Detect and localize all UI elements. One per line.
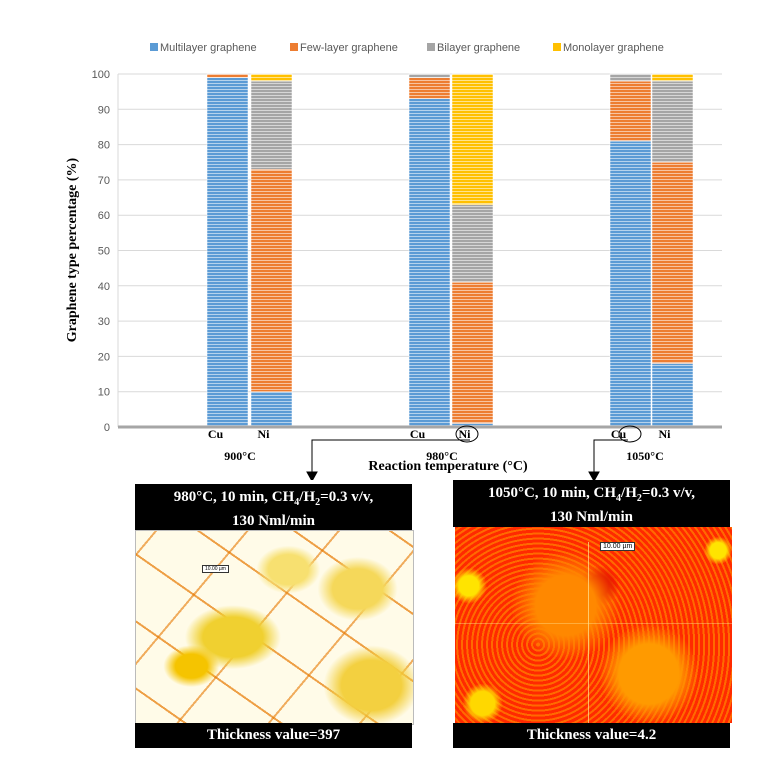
bar-segment-bilayer-graphene [408,73,451,78]
bar-segment-multilayer-graphene [408,98,451,428]
thickness-980: Thickness value=397 [135,723,412,748]
thickness-1050: Thickness value=4.2 [453,723,730,748]
bar-segment-bilayer-graphene [451,204,494,283]
x-tick-label: Ni [659,427,672,441]
legend-label: Multilayer graphene [160,42,257,54]
y-tick-label: 40 [98,281,110,293]
legend-swatch [290,43,298,51]
y-axis-label: Graphene type percentage (%) [65,157,80,342]
x-tick-label: Ni [459,427,472,441]
bar-segment-few-layer-graphene [250,169,293,392]
y-tick-label: 20 [98,351,110,363]
y-tick-label: 50 [98,246,110,258]
bar-segment-bilayer-graphene [250,80,293,170]
y-tick-label: 0 [104,422,110,434]
legend-swatch [150,43,158,51]
scale-bar: 10.00 µm [600,542,636,551]
y-tick-label: 30 [98,316,110,328]
bar-segment-multilayer-graphene [206,77,249,428]
y-tick-label: 70 [98,175,110,187]
bar-segment-monolayer-graphene [651,73,694,82]
group-label: 900°C [224,449,255,463]
bar-segment-monolayer-graphene [250,73,293,82]
bar-segment-few-layer-graphene [206,73,249,78]
bar-segment-few-layer-graphene [609,80,652,142]
y-tick-label: 90 [98,104,110,116]
panel-header-980: 980°C, 10 min, CH4/H2=0.3 v/v, 130 Nml/mi… [135,484,412,530]
bar-segment-multilayer-graphene [250,391,293,428]
bar-segment-multilayer-graphene [651,363,694,428]
y-tick-label: 60 [98,210,110,222]
micrograph-1050: 10.00 µm [455,527,732,723]
arrow-right [588,439,628,480]
legend-swatch [427,43,435,51]
arrow-left [306,439,470,480]
legend-label: Few-layer graphene [300,42,398,54]
stacked-bar-chart: Multilayer graphene Few-layer graphene Bil… [65,42,722,480]
legend-swatch [553,43,561,51]
bar-segment-few-layer-graphene [408,77,451,99]
y-tick-label: 80 [98,140,110,152]
panel-header-1050: 1050°C, 10 min, CH4/H2=0.3 v/v, 130 Nml/m… [453,480,730,527]
highlight-circle-ni-980 [455,425,479,443]
group-label: 1050°C [626,449,663,463]
group-label: 980°C [426,449,457,463]
x-tick-label: Cu [410,427,426,441]
scale-bar: 10.00 µm [202,565,229,573]
bar-segment-bilayer-graphene [651,80,694,163]
legend-label: Monolayer graphene [563,42,664,54]
bar-segment-monolayer-graphene [451,73,494,205]
micrograph-980: 10.00 µm [135,530,414,725]
bar-segment-multilayer-graphene [609,140,652,428]
y-tick-label: 100 [92,69,110,81]
y-tick-label: 10 [98,387,110,399]
x-tick-label: Cu [208,427,224,441]
x-axis-label: Reaction temperature (°C) [368,459,528,474]
legend-label: Bilayer graphene [437,42,520,54]
bar-segment-few-layer-graphene [451,282,494,424]
bar-segment-few-layer-graphene [651,162,694,364]
highlight-circle-cu-1050 [618,425,642,443]
bar-segment-bilayer-graphene [609,73,652,82]
x-tick-label: Ni [258,427,271,441]
